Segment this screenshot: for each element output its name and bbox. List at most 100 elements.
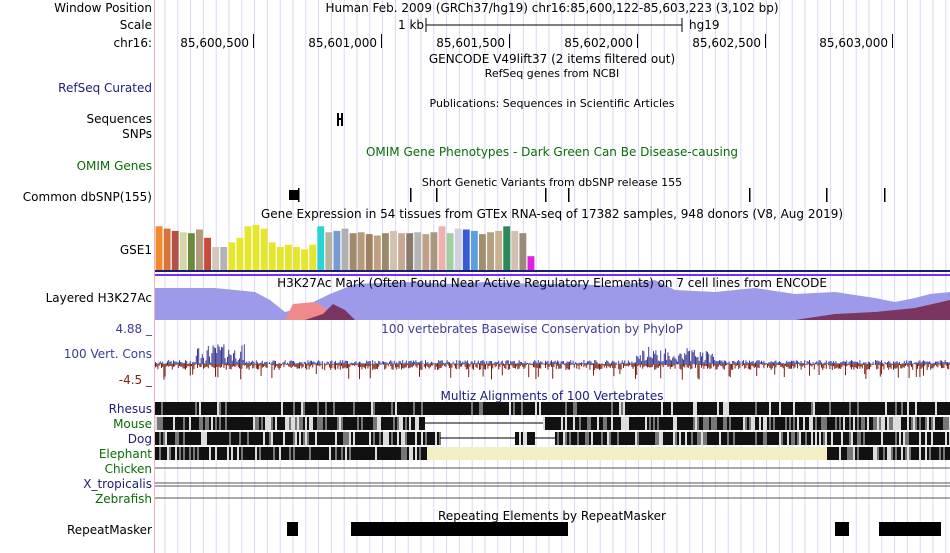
- alignment-block: [699, 402, 701, 415]
- phylop-bar: [401, 364, 402, 370]
- phylop-bar: [864, 364, 866, 375]
- phylop-bar: [545, 360, 546, 364]
- alignment-block: [631, 432, 633, 445]
- alignment-block: [797, 432, 799, 445]
- h3k27ac-signal[interactable]: [155, 274, 950, 320]
- alignment-block: [821, 432, 823, 445]
- gencode-track-title[interactable]: GENCODE V49lift37 (2 items filtered out): [428, 52, 676, 66]
- alignment-block: [229, 432, 231, 445]
- ruler-tick: [637, 34, 638, 48]
- alignment-block: [575, 432, 577, 445]
- alignment-block: [297, 432, 299, 445]
- species-label-x-tropicalis[interactable]: X_tropicalis: [83, 477, 152, 491]
- alignment-block: [913, 447, 915, 460]
- dbsnp-features[interactable]: [0, 186, 950, 202]
- alignment-block: [645, 432, 647, 445]
- alignment-block: [275, 447, 277, 460]
- phylop-bar: [739, 364, 741, 368]
- alignment-block: [709, 432, 711, 445]
- phylop-bar: [566, 361, 568, 364]
- species-label-elephant[interactable]: Elephant: [98, 447, 152, 461]
- phylop-bar: [607, 361, 609, 364]
- alignment-block: [903, 447, 905, 460]
- alignment-block: [929, 417, 931, 430]
- scale-assembly: hg19: [689, 18, 720, 32]
- phylop-signal[interactable]: [155, 330, 950, 386]
- phylop-bar: [517, 362, 519, 364]
- species-label-zebrafish[interactable]: Zebrafish: [95, 492, 152, 506]
- phylop-bar: [896, 364, 898, 368]
- phylop-track-label[interactable]: 100 Vert. Cons: [63, 347, 152, 361]
- alignment-block: [683, 432, 685, 445]
- alignment-block: [357, 417, 359, 430]
- alignment-block: [619, 417, 621, 430]
- h3k27ac-label[interactable]: Layered H3K27Ac: [45, 291, 152, 305]
- phylop-bar: [198, 348, 200, 364]
- phylop-bar: [863, 362, 864, 364]
- alignment-block: [679, 402, 681, 415]
- gtex-tissue-bar: [236, 237, 244, 270]
- phylop-bar: [270, 364, 272, 365]
- species-label-dog[interactable]: Dog: [127, 432, 152, 446]
- alignment-block: [669, 417, 671, 430]
- repeat-element[interactable]: [835, 522, 849, 536]
- sequences-label[interactable]: Sequences: [86, 112, 152, 126]
- alignment-block: [749, 432, 751, 445]
- repeat-element[interactable]: [351, 522, 568, 536]
- gtex-gene-line: [155, 270, 950, 272]
- multiz-alignments[interactable]: [155, 402, 950, 506]
- alignment-block: [443, 402, 445, 415]
- phylop-bar: [735, 364, 737, 366]
- alignment-block: [619, 432, 621, 445]
- alignment-block: [861, 417, 863, 430]
- scale-label: Scale: [119, 18, 152, 32]
- phylop-bar: [587, 364, 588, 365]
- phylop-bar: [498, 360, 500, 364]
- phylop-bar: [623, 364, 624, 368]
- alignment-block: [917, 402, 919, 415]
- alignment-block: [163, 447, 165, 460]
- repeat-element[interactable]: [287, 522, 298, 536]
- alignment-block: [763, 432, 765, 445]
- alignment-block: [235, 402, 237, 415]
- phylop-bar: [383, 364, 384, 365]
- phylop-bar: [255, 364, 257, 369]
- phylop-bar: [378, 360, 380, 364]
- species-label-mouse[interactable]: Mouse: [113, 417, 152, 431]
- alignment-block: [695, 432, 697, 445]
- species-label-chicken[interactable]: Chicken: [104, 462, 152, 476]
- alignment-block: [827, 432, 829, 445]
- phylop-bar: [605, 362, 606, 364]
- alignment-block: [735, 417, 737, 430]
- phylop-bar: [245, 362, 246, 364]
- phylop-bar: [701, 364, 702, 368]
- snps-label[interactable]: SNPs: [122, 127, 152, 141]
- alignment-block: [925, 402, 927, 415]
- alignment-block: [259, 432, 261, 445]
- alignment-block: [485, 402, 487, 415]
- gtex-tissue-bar: [390, 230, 397, 270]
- phylop-bar: [845, 364, 846, 376]
- species-label-rhesus[interactable]: Rhesus: [108, 402, 152, 416]
- alignment-block: [347, 402, 349, 415]
- dbsnp-label[interactable]: Common dbSNP(155): [22, 190, 152, 204]
- alignment-block: [899, 432, 901, 445]
- alignment-block: [329, 417, 331, 430]
- refseq-curated-label[interactable]: RefSeq Curated: [58, 81, 152, 95]
- alignment-block: [281, 432, 283, 445]
- phylop-bar: [903, 364, 905, 368]
- omim-genes-label[interactable]: OMIM Genes: [76, 159, 152, 173]
- gse1-label[interactable]: GSE1: [119, 243, 152, 257]
- alignment-block: [825, 432, 827, 445]
- repeat-element[interactable]: [879, 522, 941, 536]
- repeatmasker-label[interactable]: RepeatMasker: [66, 523, 152, 537]
- phylop-bar: [405, 364, 407, 368]
- gtex-expression-bars[interactable]: [155, 222, 535, 270]
- phylop-bar: [379, 364, 381, 365]
- alignment-block: [295, 447, 297, 460]
- phylop-bar: [264, 362, 266, 364]
- alignment-block: [783, 432, 785, 445]
- phylop-bar: [347, 361, 348, 364]
- alignment-block: [301, 447, 303, 460]
- phylop-bar: [769, 364, 771, 369]
